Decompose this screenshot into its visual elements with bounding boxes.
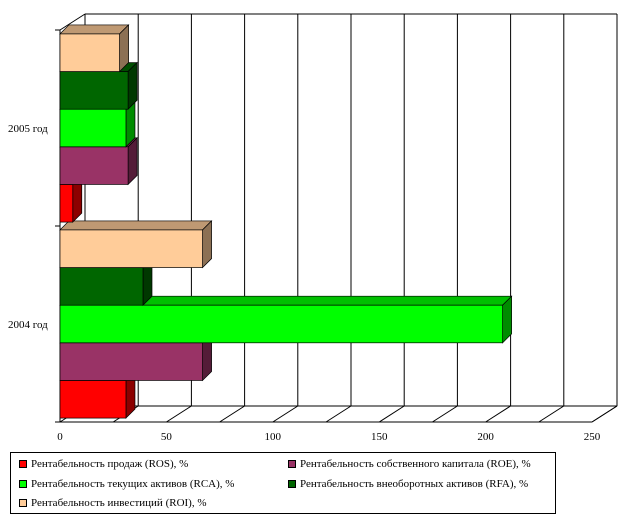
gridline-floor — [538, 405, 565, 423]
legend-swatch — [288, 480, 296, 488]
gridline-floor — [166, 405, 192, 423]
legend-item: Рентабельность инвестиций (ROI), % — [19, 497, 207, 509]
legend: Рентабельность продаж (ROS), % Рентабельн… — [10, 452, 556, 514]
bar-front-face — [59, 304, 503, 344]
bar-front-face — [59, 342, 203, 381]
x-tick-label: 100 — [265, 431, 282, 443]
gridline-floor — [485, 405, 511, 423]
gridline-floor — [432, 405, 458, 423]
legend-label: Рентабельность инвестиций (ROI), % — [31, 497, 207, 509]
bar-front-face — [59, 33, 120, 72]
bar-front-face — [59, 267, 144, 306]
legend-item: Рентабельность текущих активов (RCA), % — [19, 478, 234, 490]
bar — [59, 220, 213, 269]
gridline-floor — [272, 405, 299, 423]
gridline-floor — [378, 405, 405, 423]
legend-label: Рентабельность внеоборотных активов (RFA… — [300, 478, 529, 490]
category-labels: 2004 год 2005 год — [8, 123, 48, 331]
legend-label: Рентабельность текущих активов (RCA), % — [31, 478, 235, 490]
legend-item: Рентабельность собственного капитала (RO… — [288, 458, 531, 470]
bar-top-face — [59, 24, 130, 35]
x-tick-label: 250 — [584, 431, 601, 443]
floor-right-edge — [591, 405, 618, 423]
gridline-floor — [325, 405, 352, 423]
gridline-floor — [219, 405, 245, 423]
x-tick-label: 50 — [161, 431, 173, 443]
legend-swatch — [19, 480, 27, 488]
legend-swatch — [19, 499, 27, 507]
bar — [59, 295, 513, 344]
bar — [59, 24, 130, 73]
bar-chart: 0 50 100 150 200 250 2004 год 2005 год — [8, 13, 618, 443]
category-label: 2004 год — [8, 319, 48, 331]
x-tick-labels: 0 50 100 150 200 250 — [57, 431, 601, 443]
category-label: 2005 год — [8, 123, 48, 135]
side-wall-top — [59, 13, 86, 31]
bar-front-face — [59, 71, 129, 110]
bar-front-face — [59, 108, 127, 148]
bar-front-face — [59, 229, 203, 268]
bar-front-face — [59, 184, 74, 223]
legend-item: Рентабельность внеоборотных активов (RFA… — [288, 478, 528, 490]
legend-label: Рентабельность продаж (ROS), % — [31, 458, 189, 470]
x-tick-label: 150 — [371, 431, 388, 443]
x-tick-label: 200 — [477, 431, 494, 443]
bar-front-face — [59, 380, 127, 419]
legend-swatch — [19, 460, 27, 468]
bar-top-face — [59, 220, 213, 231]
legend-swatch — [288, 460, 296, 468]
bars — [59, 24, 513, 419]
legend-item: Рентабельность продаж (ROS), % — [19, 458, 188, 470]
legend-label: Рентабельность собственного капитала (RO… — [300, 458, 531, 470]
x-tick-label: 0 — [57, 431, 63, 443]
bar-front-face — [59, 146, 129, 185]
